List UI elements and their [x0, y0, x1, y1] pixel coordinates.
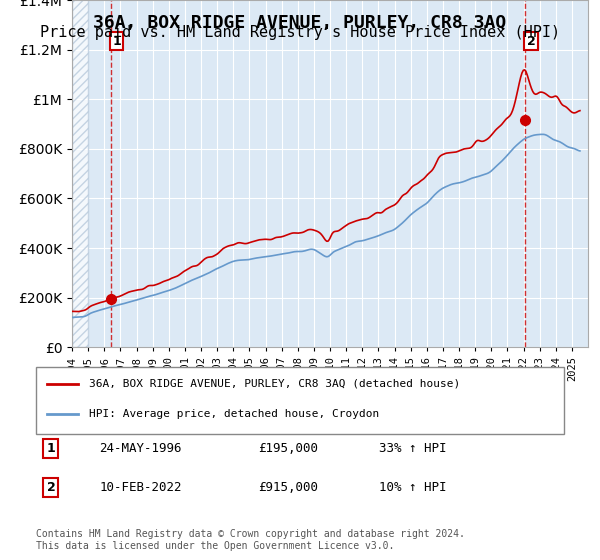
- FancyBboxPatch shape: [36, 367, 564, 434]
- Text: 2: 2: [47, 481, 55, 494]
- Text: 24-MAY-1996: 24-MAY-1996: [100, 442, 182, 455]
- Text: 36A, BOX RIDGE AVENUE, PURLEY, CR8 3AQ (detached house): 36A, BOX RIDGE AVENUE, PURLEY, CR8 3AQ (…: [89, 379, 460, 389]
- Text: Contains HM Land Registry data © Crown copyright and database right 2024.
This d: Contains HM Land Registry data © Crown c…: [36, 529, 465, 551]
- Text: 1: 1: [47, 442, 55, 455]
- Text: £195,000: £195,000: [258, 442, 318, 455]
- Text: 10-FEB-2022: 10-FEB-2022: [100, 481, 182, 494]
- Text: 10% ↑ HPI: 10% ↑ HPI: [379, 481, 446, 494]
- Text: 33% ↑ HPI: 33% ↑ HPI: [379, 442, 446, 455]
- Text: £915,000: £915,000: [258, 481, 318, 494]
- Text: Price paid vs. HM Land Registry's House Price Index (HPI): Price paid vs. HM Land Registry's House …: [40, 25, 560, 40]
- Text: 1: 1: [112, 35, 121, 48]
- Text: 2: 2: [527, 35, 536, 48]
- Text: HPI: Average price, detached house, Croydon: HPI: Average price, detached house, Croy…: [89, 409, 379, 419]
- Text: 36A, BOX RIDGE AVENUE, PURLEY, CR8 3AQ: 36A, BOX RIDGE AVENUE, PURLEY, CR8 3AQ: [94, 14, 506, 32]
